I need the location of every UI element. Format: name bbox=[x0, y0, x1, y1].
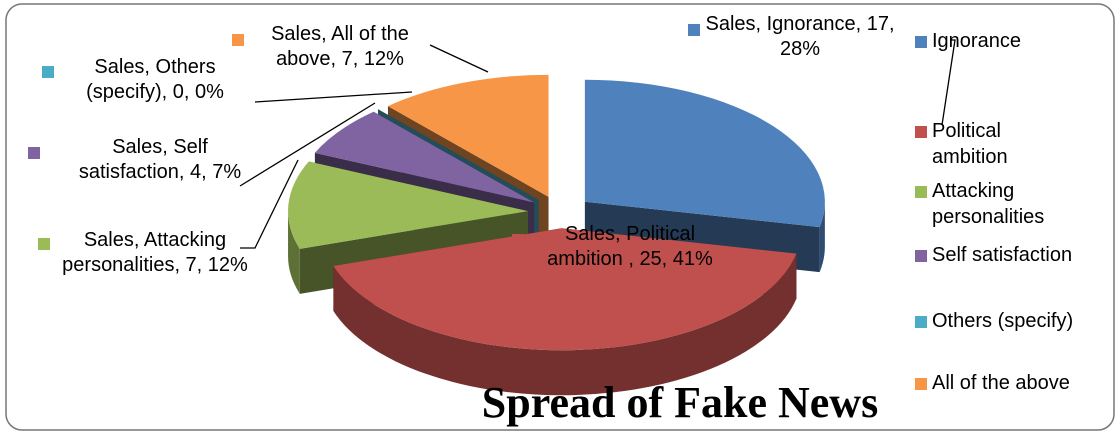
legend-label: Others (specify) bbox=[932, 310, 1074, 332]
slice-top bbox=[584, 79, 825, 228]
legend-marker bbox=[915, 378, 927, 390]
data-label: Sales, All of the above, 7, 12% bbox=[271, 23, 409, 70]
legend-marker bbox=[915, 250, 927, 262]
legend-label: Attacking personalities bbox=[932, 180, 1045, 228]
data-label: Sales, Self satisfaction, 4, 7% bbox=[78, 136, 242, 183]
slice-top bbox=[387, 74, 549, 197]
label-marker bbox=[38, 238, 50, 250]
data-label: Sales, Political ambition , 25, 41% bbox=[547, 223, 713, 270]
legend-marker bbox=[915, 186, 927, 198]
label-marker bbox=[28, 147, 40, 159]
slice-outer-wall bbox=[333, 253, 797, 396]
legend-marker bbox=[915, 316, 927, 328]
leader-lines bbox=[239, 39, 956, 249]
leader-line bbox=[941, 39, 956, 126]
label-marker bbox=[512, 234, 524, 246]
legend-label: Political ambition bbox=[932, 120, 1008, 168]
legend-label: Ignorance bbox=[932, 30, 1021, 52]
data-label: Sales, Attacking personalities, 7, 12% bbox=[62, 229, 248, 276]
slice-outer-wall bbox=[288, 211, 300, 294]
slice-top bbox=[288, 161, 529, 249]
slice-top bbox=[314, 111, 535, 203]
slice-outer-wall bbox=[819, 201, 825, 273]
leader-line bbox=[239, 102, 376, 187]
label-marker bbox=[688, 24, 700, 36]
label-marker bbox=[42, 66, 54, 78]
frame bbox=[5, 3, 1115, 431]
chart-title: Spread of Fake News bbox=[481, 378, 879, 427]
slice bbox=[333, 228, 797, 396]
slice-top bbox=[333, 228, 797, 351]
legend-label: Self satisfaction bbox=[932, 244, 1073, 266]
label-marker bbox=[232, 34, 244, 46]
leader-line bbox=[429, 44, 489, 73]
leader-line bbox=[254, 91, 413, 103]
legend-marker bbox=[915, 126, 927, 138]
data-label: Sales, Ignorance, 17, 28% bbox=[705, 13, 895, 60]
legend-label: All of the above bbox=[932, 372, 1070, 394]
legend-marker bbox=[915, 36, 927, 48]
data-label: Sales, Others (specify), 0, 0% bbox=[86, 56, 224, 103]
leader-line bbox=[240, 159, 299, 249]
